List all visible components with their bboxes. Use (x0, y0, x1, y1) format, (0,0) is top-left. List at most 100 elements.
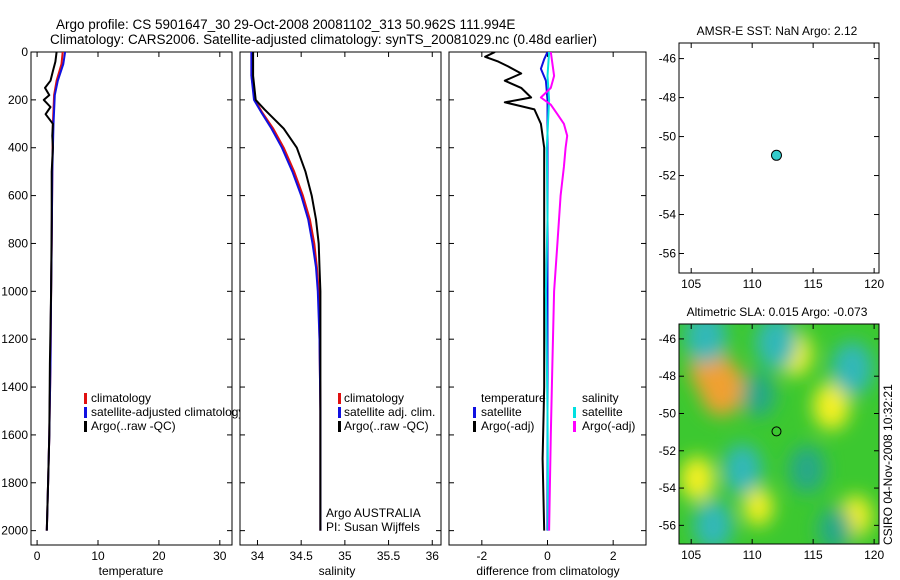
legend-temp-argo: Argo(-adj) (481, 419, 534, 433)
temperature-xlabel: temperature (99, 564, 164, 578)
difference-ticks: -2 0 2 (449, 51, 646, 563)
y-tick-label: 1200 (1, 332, 28, 346)
sla-anomaly (699, 358, 744, 416)
annotation-agency: Argo AUSTRALIA (326, 506, 421, 520)
salinity-legend: climatology satellite adj. clim. Argo(..… (338, 391, 435, 433)
x-tick-label: 34.5 (289, 549, 313, 563)
x-tick-label: 105 (681, 548, 701, 562)
sla-anomaly (831, 341, 873, 396)
x-tick-label: 2 (610, 549, 617, 563)
x-tick-label: 20 (152, 549, 166, 563)
sst-map-panel: AMSR-E SST: NaN Argo: 2.12 105 110 115 120 -… (659, 24, 885, 291)
sst-title: AMSR-E SST: NaN Argo: 2.12 (697, 24, 858, 38)
x-tick-label: 115 (804, 277, 823, 291)
y-tick-label: 600 (8, 189, 28, 203)
legend-climatology: climatology (91, 391, 151, 405)
legend-satellite: satellite adj. clim. (344, 405, 435, 419)
y-tick-label: -52 (659, 169, 677, 183)
x-tick-label: 115 (804, 548, 823, 562)
legend-satellite: satellite-adjusted climatology (91, 405, 244, 419)
y-tick-label: -52 (659, 444, 677, 458)
y-tick-label: 800 (8, 236, 28, 250)
series-line-argo-raw-qc (252, 52, 322, 531)
y-tick-label: -50 (659, 406, 677, 420)
series-line-salinity-argo-adj (539, 52, 569, 531)
y-tick-label: 200 (8, 93, 28, 107)
x-tick-label: 110 (743, 548, 762, 562)
legend-swatch-climatology (84, 393, 87, 404)
header-line1: Argo profile: CS 5901647_30 29-Oct-2008 … (56, 17, 515, 32)
sla-anomaly (817, 506, 853, 544)
sla-axes (678, 323, 880, 545)
credit-text: CSIRO 04-Nov-2008 10:32:21 (881, 384, 895, 545)
temperature-lines (42, 52, 67, 531)
legend-temperature-title: temperature (481, 391, 546, 405)
argo-position-marker (771, 426, 782, 437)
y-tick-label: -46 (659, 52, 677, 66)
sla-anomaly (788, 445, 826, 494)
y-tick-label: 1400 (1, 380, 28, 394)
series-line-satellite-adj-clim (250, 52, 322, 531)
y-tick-label: -54 (659, 208, 677, 222)
y-tick-label: -56 (659, 518, 677, 532)
series-line-salinity-satellite (544, 52, 551, 531)
sla-anomaly (755, 324, 798, 370)
legend-swatch-climatology (338, 393, 341, 404)
legend-swatch-sal-argo (573, 421, 576, 432)
difference-panel: -2 0 2 difference from climatology tempera… (448, 51, 647, 578)
legend-swatch-temp-argo (473, 421, 476, 432)
y-tick-label: 0 (21, 45, 28, 59)
difference-lines (484, 52, 569, 531)
y-tick-label: -50 (659, 130, 677, 144)
sla-anomaly (813, 382, 850, 430)
x-tick-label: 30 (213, 549, 227, 563)
legend-sal-argo: Argo(-adj) (582, 419, 635, 433)
legend-swatch-argo (338, 421, 341, 432)
x-tick-label: -2 (476, 549, 487, 563)
sla-heatmap (680, 324, 873, 544)
sla-anomaly (685, 324, 727, 365)
sla-anomaly-group (680, 324, 873, 544)
series-line-argo-raw-qc (42, 52, 58, 531)
legend-salinity-title: salinity (582, 391, 619, 405)
y-tick-label: 400 (8, 141, 28, 155)
y-tick-label: 1800 (1, 476, 28, 490)
difference-legend: temperature satellite Argo(-adj) salinit… (473, 391, 635, 433)
x-tick-label: 105 (681, 277, 701, 291)
x-tick-label: 120 (864, 277, 884, 291)
salinity-ticks: 34 34.5 35 35.5 36 (240, 51, 441, 563)
y-tick-label: -46 (659, 332, 677, 346)
legend-swatch-temp-satellite (473, 407, 476, 418)
temperature-panel: 0 10 20 30 0 200 400 600 800 1000 1200 1400 1600 1800… (1, 45, 244, 578)
legend-swatch-satellite (84, 407, 87, 418)
x-tick-label: 36 (426, 549, 440, 563)
legend-climatology: climatology (344, 391, 404, 405)
sla-map-panel: Altimetric SLA: 0.015 Argo: -0.073 105 11… (659, 305, 885, 562)
y-tick-label: -48 (659, 91, 677, 105)
sla-anomaly (680, 456, 715, 502)
x-tick-label: 10 (91, 549, 105, 563)
annotation-pi: PI: Susan Wijffels (326, 520, 420, 534)
x-tick-label: 0 (34, 549, 41, 563)
salinity-xlabel: salinity (319, 564, 356, 578)
sla-anomaly (743, 487, 774, 526)
y-tick-label: -54 (659, 481, 677, 495)
temperature-ticks: 0 10 20 30 0 200 400 600 800 1000 1200 1400 1600 1800… (1, 45, 232, 563)
temperature-legend: climatology satellite-adjusted climatolo… (84, 391, 244, 433)
legend-temp-satellite: satellite (481, 405, 522, 419)
x-tick-label: 120 (864, 548, 884, 562)
x-tick-label: 34 (251, 549, 265, 563)
series-line-temperature-satellite (539, 52, 549, 531)
x-tick-label: 0 (544, 549, 551, 563)
x-tick-label: 35 (338, 549, 352, 563)
salinity-lines (250, 52, 322, 531)
y-tick-label: -56 (659, 247, 677, 261)
y-tick-label: 2000 (1, 524, 28, 538)
header-line2: Climatology: CARS2006. Satellite-adjuste… (50, 32, 597, 47)
sla-marks (771, 426, 782, 437)
legend-swatch-sal-satellite (573, 407, 576, 418)
sla-anomaly (722, 443, 763, 495)
series-line-temperature-argo-adj (484, 52, 546, 531)
sst-marks (770, 149, 782, 161)
